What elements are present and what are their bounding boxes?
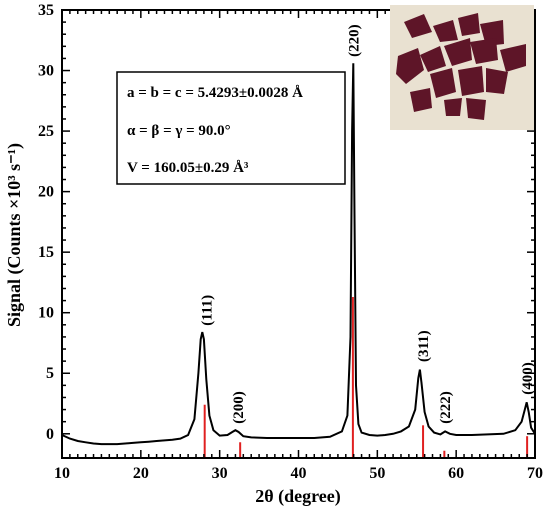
crystal-photo-inset: [390, 5, 534, 130]
y-tick-label: 0: [46, 426, 54, 443]
crystal-fragment: [433, 20, 458, 42]
lattice-line-1: a = b = c = 5.4293±0.0028 Å: [127, 85, 303, 101]
y-axis-title: Signal (Counts ×10³ s⁻¹): [4, 143, 25, 327]
peak-label: (222): [438, 391, 454, 424]
crystal-fragment: [470, 38, 498, 64]
y-tick-label: 30: [38, 63, 54, 80]
peak-label: (200): [231, 391, 247, 424]
crystal-fragment: [486, 68, 508, 94]
x-tick-label: 20: [133, 465, 149, 482]
crystal-fragment: [480, 20, 504, 46]
y-tick-label: 35: [38, 2, 54, 19]
crystal-fragment: [466, 98, 486, 120]
crystal-fragments: [396, 13, 526, 120]
crystal-fragment: [444, 98, 462, 116]
x-tick-label: 60: [448, 465, 464, 482]
y-tick-label: 5: [46, 365, 54, 382]
x-tick-label: 40: [291, 465, 307, 482]
lattice-parameter-box: a = b = c = 5.4293±0.0028 Å α = β = γ = …: [116, 71, 346, 185]
lattice-line-2: α = β = γ = 90.0°: [127, 123, 231, 139]
crystal-fragment: [500, 44, 526, 72]
peak-label: (111): [199, 295, 215, 326]
x-axis-title: 2θ (degree): [255, 486, 341, 507]
y-tick-label: 10: [38, 305, 54, 322]
peak-labels: (111) (200) (220) (311) (222) (400): [199, 24, 536, 423]
x-tick-label: 70: [527, 465, 543, 482]
x-tick-label: 30: [212, 465, 228, 482]
y-tick-label: 25: [38, 123, 54, 140]
x-tick-label: 50: [369, 465, 385, 482]
y-tick-label: 15: [38, 244, 54, 261]
axes: 10 20 30 40 50 60 70 0 5 10 15 20 25 30 35: [38, 2, 543, 482]
peak-label: (220): [346, 24, 362, 57]
crystal-fragment: [410, 88, 432, 112]
lattice-line-3: V = 160.05±0.29 Å³: [127, 160, 249, 176]
lattice-box-frame: [116, 71, 346, 185]
crystal-fragment: [404, 14, 432, 38]
crystal-fragment: [430, 68, 456, 98]
peak-label: (400): [520, 362, 536, 395]
crystal-fragment: [458, 13, 480, 36]
crystal-fragment: [396, 48, 424, 84]
crystal-fragment: [458, 66, 484, 96]
x-tick-label: 10: [54, 465, 70, 482]
crystal-fragment: [420, 46, 446, 72]
peak-label: (311): [416, 330, 432, 362]
crystal-fragment: [444, 38, 472, 66]
y-tick-label: 20: [38, 184, 54, 201]
series-line: [61, 63, 536, 446]
